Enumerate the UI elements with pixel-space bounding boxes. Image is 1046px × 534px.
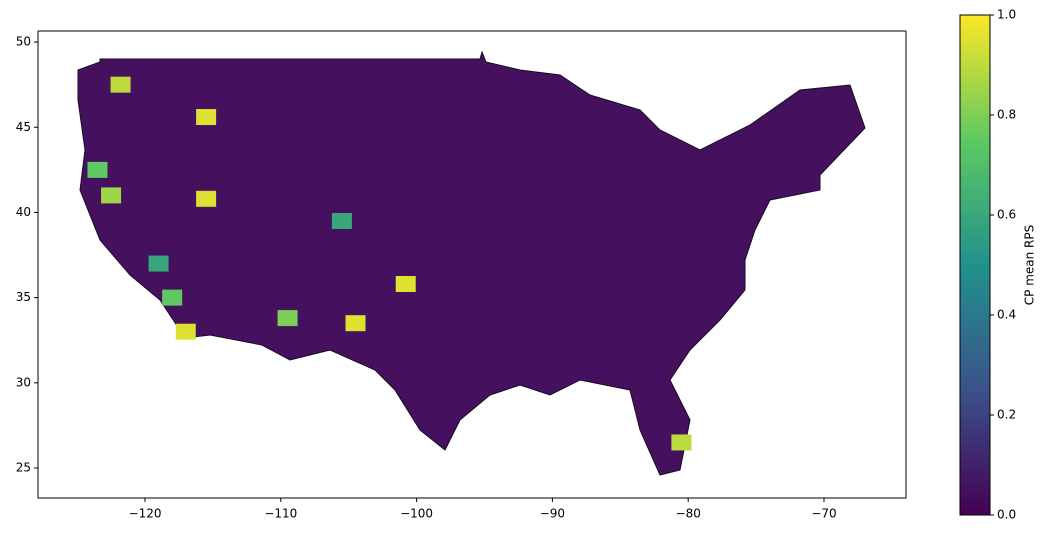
region bbox=[175, 323, 196, 340]
x-tick-label: −80 bbox=[676, 507, 701, 521]
region bbox=[162, 289, 183, 306]
region bbox=[196, 190, 217, 207]
region bbox=[87, 161, 108, 178]
region bbox=[345, 315, 366, 332]
axes-frame bbox=[37, 30, 907, 499]
y-tick-label: 35 bbox=[16, 290, 31, 304]
x-tick-label: −100 bbox=[400, 507, 433, 521]
region bbox=[101, 187, 122, 204]
colorbar-tick-label: 0.4 bbox=[997, 308, 1016, 322]
y-tick-label: 30 bbox=[16, 375, 31, 389]
region bbox=[331, 212, 352, 229]
region bbox=[196, 109, 217, 126]
colorbar-label: CP mean RPS bbox=[1023, 225, 1037, 305]
x-tick-label: −90 bbox=[540, 507, 565, 521]
region bbox=[671, 434, 692, 451]
colorbar-tick-label: 0.0 bbox=[997, 508, 1016, 522]
region bbox=[395, 276, 416, 293]
x-tick-label: −110 bbox=[264, 507, 297, 521]
y-tick-label: 25 bbox=[16, 461, 31, 475]
us-outline bbox=[77, 50, 866, 476]
colorbar-tick-label: 0.8 bbox=[997, 108, 1016, 122]
x-tick-label: −70 bbox=[811, 507, 836, 521]
colorbar bbox=[959, 14, 991, 516]
region bbox=[277, 310, 298, 327]
colorbar-tick-label: 1.0 bbox=[997, 8, 1016, 22]
y-tick-label: 50 bbox=[16, 35, 31, 49]
colorbar-tick-label: 0.2 bbox=[997, 408, 1016, 422]
region bbox=[110, 76, 131, 93]
colorbar-tick-label: 0.6 bbox=[997, 208, 1016, 222]
y-tick-label: 40 bbox=[16, 205, 31, 219]
y-tick-label: 45 bbox=[16, 120, 31, 134]
x-tick-label: −120 bbox=[129, 507, 162, 521]
region bbox=[148, 255, 169, 272]
